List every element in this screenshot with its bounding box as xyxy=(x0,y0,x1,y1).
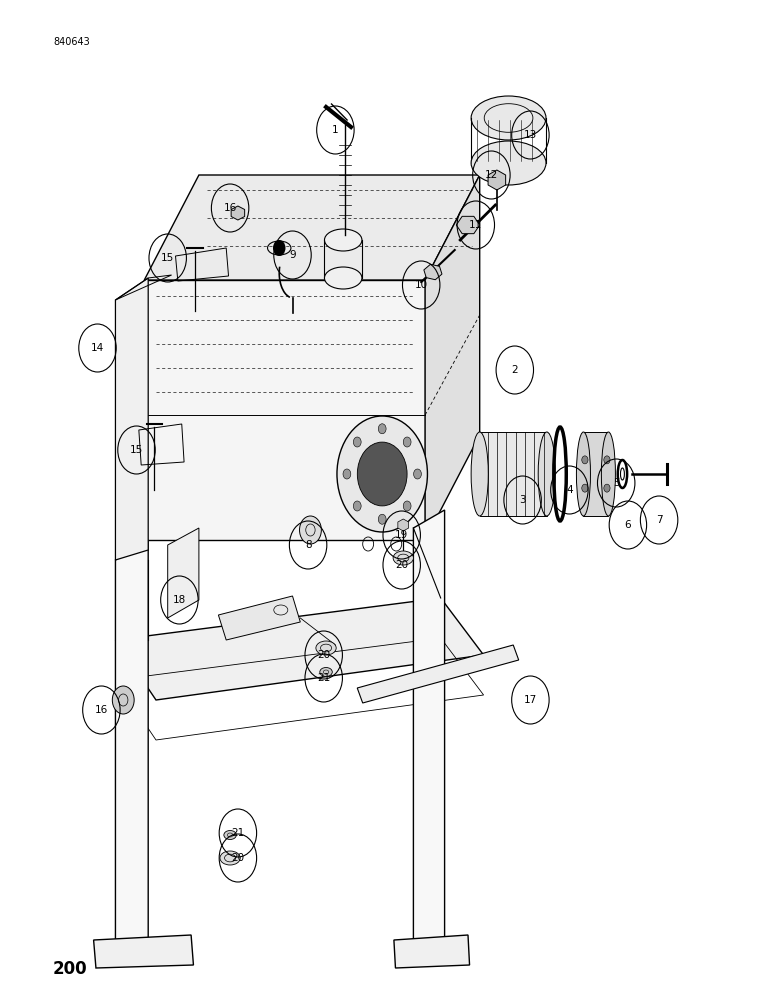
Ellipse shape xyxy=(471,96,546,140)
Circle shape xyxy=(413,469,421,479)
Text: 12: 12 xyxy=(485,170,498,180)
Polygon shape xyxy=(94,935,193,968)
Circle shape xyxy=(357,442,407,506)
Text: 4: 4 xyxy=(566,485,573,495)
Circle shape xyxy=(378,514,386,524)
Ellipse shape xyxy=(224,830,236,840)
Ellipse shape xyxy=(576,432,590,516)
Polygon shape xyxy=(115,278,148,560)
Text: 8: 8 xyxy=(305,540,311,550)
Text: 15: 15 xyxy=(130,445,143,455)
Text: 200: 200 xyxy=(53,960,87,978)
Ellipse shape xyxy=(320,668,332,676)
Polygon shape xyxy=(357,645,519,703)
Text: 14: 14 xyxy=(91,343,104,353)
Text: 1: 1 xyxy=(332,125,339,135)
Polygon shape xyxy=(115,598,484,700)
Circle shape xyxy=(604,484,610,492)
Text: 21: 21 xyxy=(232,828,244,838)
Circle shape xyxy=(582,456,588,464)
Text: 15: 15 xyxy=(161,253,174,263)
Polygon shape xyxy=(115,540,148,965)
Text: 21: 21 xyxy=(317,673,330,683)
Polygon shape xyxy=(583,432,608,516)
Text: 6: 6 xyxy=(625,520,631,530)
Polygon shape xyxy=(231,206,245,220)
Text: 3: 3 xyxy=(519,495,526,505)
Text: 16: 16 xyxy=(224,203,236,213)
Text: 19: 19 xyxy=(395,530,408,540)
Polygon shape xyxy=(168,528,199,618)
Polygon shape xyxy=(394,935,470,968)
Circle shape xyxy=(343,469,351,479)
Circle shape xyxy=(353,437,361,447)
Circle shape xyxy=(353,501,361,511)
Circle shape xyxy=(604,456,610,464)
Polygon shape xyxy=(413,510,445,965)
Text: 9: 9 xyxy=(289,250,296,260)
Polygon shape xyxy=(218,596,300,640)
Circle shape xyxy=(337,416,427,532)
Text: 20: 20 xyxy=(232,853,244,863)
Text: 840643: 840643 xyxy=(53,37,90,47)
Polygon shape xyxy=(398,519,409,531)
Text: 7: 7 xyxy=(656,515,662,525)
Polygon shape xyxy=(456,216,480,234)
Circle shape xyxy=(378,424,386,434)
Circle shape xyxy=(582,484,588,492)
Text: 5: 5 xyxy=(613,478,619,488)
Polygon shape xyxy=(480,432,547,516)
Ellipse shape xyxy=(601,432,615,516)
Circle shape xyxy=(403,437,411,447)
Circle shape xyxy=(300,516,321,544)
Text: 16: 16 xyxy=(95,705,108,715)
Ellipse shape xyxy=(324,229,362,251)
Text: 10: 10 xyxy=(415,280,427,290)
Polygon shape xyxy=(424,264,442,280)
Polygon shape xyxy=(488,170,505,190)
Text: 20: 20 xyxy=(317,650,330,660)
Polygon shape xyxy=(144,175,480,280)
Text: 2: 2 xyxy=(512,365,518,375)
Polygon shape xyxy=(144,280,425,540)
Text: 20: 20 xyxy=(395,560,408,570)
Circle shape xyxy=(273,240,285,256)
Text: 18: 18 xyxy=(173,595,186,605)
Circle shape xyxy=(403,501,411,511)
Ellipse shape xyxy=(538,432,555,516)
Circle shape xyxy=(112,686,134,714)
Text: 17: 17 xyxy=(524,695,537,705)
Ellipse shape xyxy=(220,851,240,865)
Text: 13: 13 xyxy=(524,130,537,140)
Ellipse shape xyxy=(393,551,413,565)
Polygon shape xyxy=(425,175,480,540)
Ellipse shape xyxy=(324,267,362,289)
Ellipse shape xyxy=(471,432,488,516)
Text: 11: 11 xyxy=(470,220,482,230)
Ellipse shape xyxy=(316,641,336,655)
Ellipse shape xyxy=(471,141,546,185)
